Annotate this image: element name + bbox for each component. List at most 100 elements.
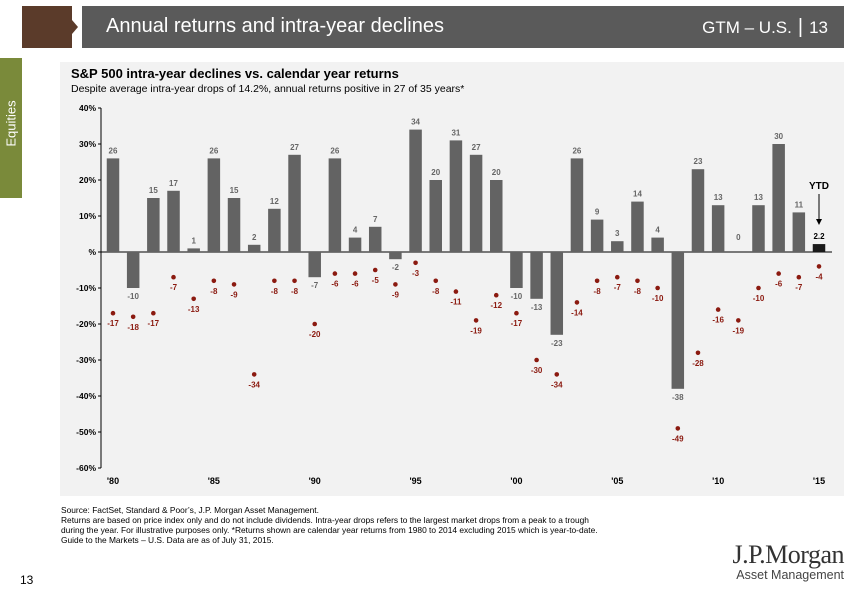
y-tick-label: %	[88, 247, 96, 257]
return-label: 1	[191, 236, 196, 245]
decline-label: -10	[753, 294, 765, 303]
decline-point	[594, 278, 600, 284]
decline-point	[776, 271, 781, 276]
page-title: Annual returns and intra-year declines	[106, 15, 444, 37]
footnotes: Source: FactSet, Standard & Poor’s, J.P.…	[61, 505, 721, 545]
return-label: 13	[754, 193, 763, 202]
y-tick-label: -20%	[76, 319, 96, 329]
ytd-label: YTD	[809, 181, 829, 192]
return-bar	[187, 248, 200, 252]
return-label: -10	[511, 292, 523, 301]
decline-point	[372, 267, 378, 273]
decline-label: -49	[672, 434, 684, 443]
decline-label: -10	[652, 294, 664, 303]
return-label: 13	[714, 193, 723, 202]
decline-point	[413, 260, 418, 266]
decline-label: -28	[692, 359, 704, 368]
return-label: 27	[290, 143, 299, 152]
decline-point	[635, 278, 640, 284]
return-bar	[570, 158, 584, 252]
return-bar	[449, 140, 463, 252]
decline-point	[393, 282, 398, 287]
x-tick-label: '15	[813, 476, 825, 486]
decline-point	[191, 296, 196, 302]
return-bar	[147, 198, 160, 252]
side-tab-equities[interactable]: Equities	[0, 58, 22, 198]
ytd-arrow-icon	[816, 219, 822, 225]
decline-point	[110, 310, 116, 316]
decline-label: -9	[230, 290, 238, 299]
decline-point	[493, 292, 499, 298]
note-line: Guide to the Markets – U.S. Data are as …	[61, 535, 274, 545]
y-tick-label: -60%	[76, 463, 96, 473]
return-bar	[691, 169, 705, 252]
decline-point	[655, 285, 660, 291]
x-tick-label: '00	[510, 476, 522, 486]
decline-label: -16	[712, 316, 724, 325]
decline-point	[473, 318, 479, 323]
x-tick-label: '80	[107, 476, 119, 486]
decline-label: -12	[490, 301, 502, 310]
return-bar	[328, 158, 342, 252]
return-bar	[550, 252, 564, 335]
return-bar	[126, 252, 140, 288]
x-tick-label: '05	[611, 476, 623, 486]
return-label: 26	[330, 146, 339, 155]
return-bar	[409, 129, 422, 252]
decline-point	[130, 314, 136, 320]
decline-label: -6	[775, 280, 783, 289]
return-label: 34	[411, 118, 420, 127]
decline-point	[332, 271, 338, 276]
return-bar	[631, 201, 644, 252]
decline-label: -17	[511, 319, 523, 328]
return-label: 26	[209, 146, 218, 155]
decline-label: -8	[291, 287, 299, 296]
return-bar	[611, 241, 624, 252]
decline-point	[554, 372, 560, 377]
decline-label: -14	[571, 308, 583, 317]
return-label: 30	[774, 132, 783, 141]
jpmorgan-logo: J.P.Morgan Asset Management	[718, 540, 844, 582]
return-label: 26	[109, 146, 118, 155]
return-bar	[368, 226, 382, 252]
chart-subtitle: Despite average intra-year drops of 14.2…	[71, 83, 465, 95]
decline-label: -6	[331, 280, 339, 289]
return-label: 23	[694, 157, 703, 166]
decline-point	[534, 357, 539, 363]
return-bar	[671, 252, 685, 389]
decline-point	[453, 289, 459, 294]
note-line: Returns are based on price index only an…	[61, 515, 589, 525]
decline-label: -17	[107, 319, 119, 328]
return-bar	[772, 144, 785, 252]
y-tick-label: -30%	[76, 355, 96, 365]
return-bar	[530, 252, 543, 299]
decline-label: -7	[614, 283, 622, 292]
decline-point	[514, 310, 519, 316]
return-label: -2	[392, 263, 400, 272]
return-bar	[106, 158, 120, 252]
decline-point	[715, 307, 721, 312]
decline-label: -30	[531, 366, 543, 375]
return-bar	[288, 154, 301, 252]
return-bar	[207, 158, 221, 252]
decline-label: -34	[248, 380, 260, 389]
decline-label: -13	[188, 305, 200, 314]
decline-point	[151, 310, 156, 316]
x-tick-label: '85	[208, 476, 220, 486]
decline-label: -20	[309, 330, 321, 339]
return-bar	[389, 252, 402, 260]
decline-point	[675, 426, 681, 431]
return-label: -13	[531, 303, 543, 312]
decline-label: -17	[148, 319, 160, 328]
x-tick-label: '10	[712, 476, 724, 486]
return-label: 15	[149, 186, 158, 195]
decline-label: -8	[432, 287, 440, 296]
return-label: 9	[595, 208, 600, 217]
source-line: Source: FactSet, Standard & Poor’s, J.P.…	[61, 505, 319, 515]
page-number: 13	[20, 573, 34, 587]
return-label: 15	[230, 186, 239, 195]
return-bar	[308, 252, 321, 278]
decline-label: -3	[412, 269, 420, 278]
decline-label: -5	[372, 276, 380, 285]
